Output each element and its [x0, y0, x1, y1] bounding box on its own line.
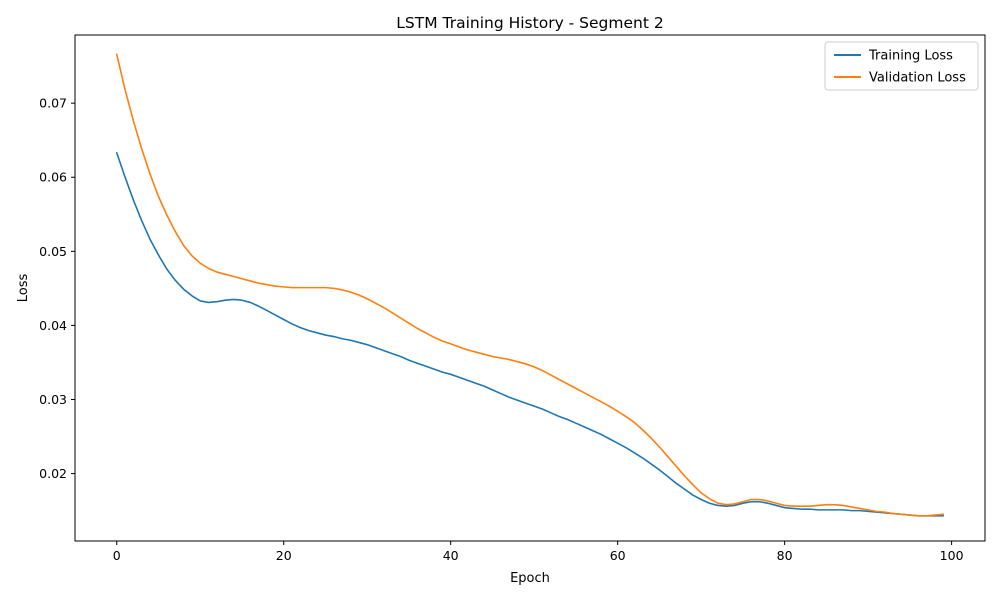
x-tick-label: 20: [276, 548, 292, 563]
x-tick-label: 40: [443, 548, 459, 563]
axes-frame: [74, 34, 986, 542]
x-tick-label: 100: [940, 548, 964, 563]
series-line-training-loss: [115, 152, 945, 517]
y-tick-label: 0.04: [39, 318, 67, 333]
y-axis-label: Loss: [16, 274, 31, 303]
y-tick-label: 0.07: [39, 96, 67, 111]
plot-area: [115, 53, 945, 517]
series-line-validation-loss: [115, 53, 945, 517]
legend-label-training: Training Loss: [868, 49, 953, 64]
x-tick-label: 60: [610, 548, 626, 563]
y-tick-label: 0.02: [39, 466, 67, 481]
legend: Training Loss Validation Loss: [824, 41, 979, 91]
x-tick-label: 0: [113, 548, 121, 563]
y-axis: 0.02 0.03 0.04 0.05 0.06 0.07: [39, 96, 75, 481]
x-axis: 0 20 40 60 80 100: [113, 541, 964, 563]
y-tick-label: 0.05: [39, 244, 67, 259]
legend-label-validation: Validation Loss: [869, 71, 966, 86]
x-tick-label: 80: [777, 548, 793, 563]
y-tick-label: 0.06: [39, 170, 67, 185]
legend-box: [824, 41, 979, 91]
x-axis-label: Epoch: [510, 571, 550, 586]
y-tick-label: 0.03: [39, 392, 67, 407]
chart-title: LSTM Training History - Segment 2: [396, 14, 663, 32]
